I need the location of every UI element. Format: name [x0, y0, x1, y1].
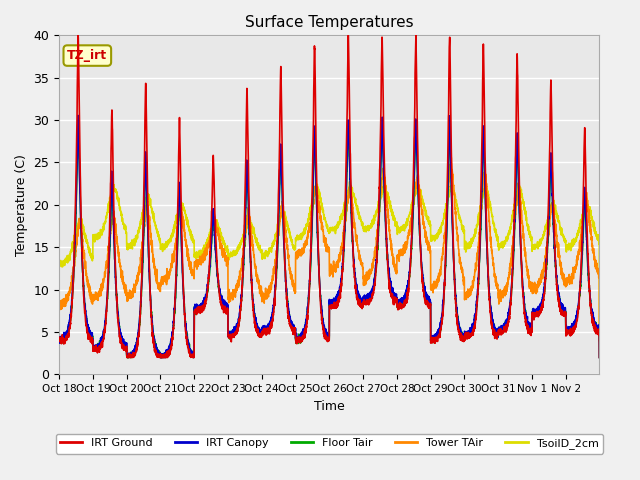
- Text: TZ_irt: TZ_irt: [67, 49, 108, 62]
- X-axis label: Time: Time: [314, 400, 345, 413]
- Legend: IRT Ground, IRT Canopy, Floor Tair, Tower TAir, TsoilD_2cm: IRT Ground, IRT Canopy, Floor Tair, Towe…: [56, 434, 603, 454]
- Title: Surface Temperatures: Surface Temperatures: [245, 15, 413, 30]
- Y-axis label: Temperature (C): Temperature (C): [15, 154, 28, 256]
